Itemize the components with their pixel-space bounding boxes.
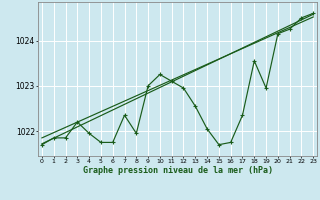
X-axis label: Graphe pression niveau de la mer (hPa): Graphe pression niveau de la mer (hPa) xyxy=(83,166,273,175)
